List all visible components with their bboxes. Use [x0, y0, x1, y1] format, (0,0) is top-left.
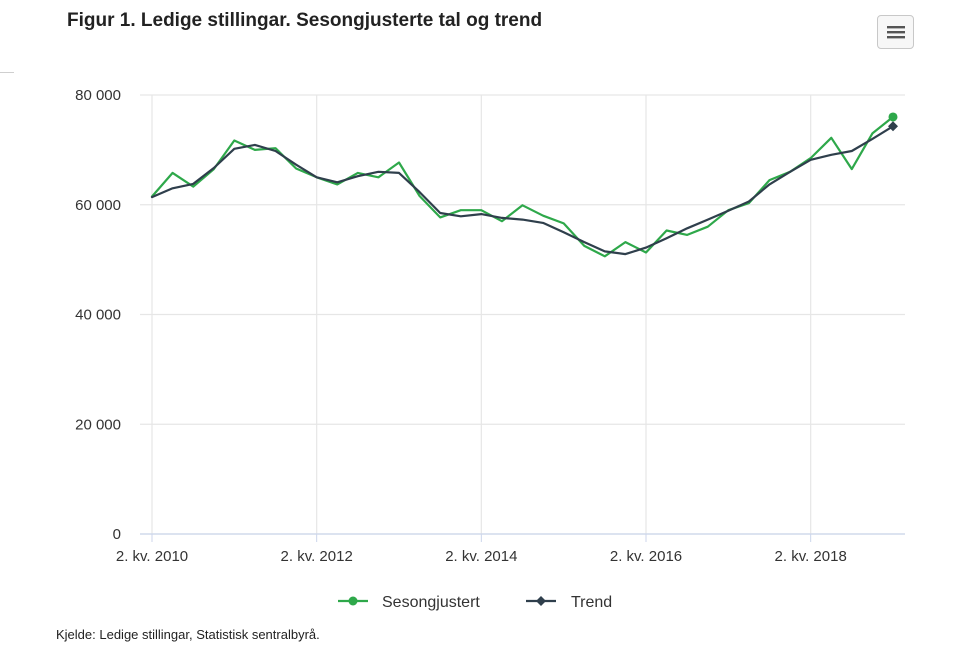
hamburger-menu-icon: [887, 26, 905, 39]
y-tick-label: 80 000: [75, 87, 121, 104]
series-line-sesongjustert: [150, 115, 895, 258]
end-marker-trend: [888, 121, 898, 132]
y-tick-label: 0: [113, 526, 121, 543]
source-note: Kjelde: Ledige stillingar, Statistisk se…: [56, 627, 320, 642]
line-chart: 0 20 000 40 000 60 000 80 000 2. kv. 2010 2. k…: [75, 87, 905, 611]
chart-menu-button[interactable]: [877, 15, 914, 49]
legend-marker: [536, 596, 546, 606]
y-tick-label: 20 000: [75, 416, 121, 433]
legend-label: Sesongjustert: [382, 594, 480, 611]
series-line-trend: [150, 125, 895, 256]
x-tick-label: 2. kv. 2014: [445, 548, 517, 565]
divider: [0, 72, 14, 73]
x-tick-label: 2. kv. 2010: [116, 548, 188, 565]
x-tick-label: 2. kv. 2018: [775, 548, 847, 565]
legend-marker: [348, 596, 358, 606]
chart-title: Figur 1. Ledige stillingar. Sesongjuster…: [67, 10, 543, 31]
legend-label: Trend: [571, 594, 612, 611]
y-tick-label: 40 000: [75, 307, 121, 324]
end-marker-sesongjustert: [888, 112, 898, 122]
x-tick-label: 2. kv. 2016: [610, 548, 682, 565]
x-tick-label: 2. kv. 2012: [281, 548, 353, 565]
y-tick-label: 60 000: [75, 197, 121, 214]
